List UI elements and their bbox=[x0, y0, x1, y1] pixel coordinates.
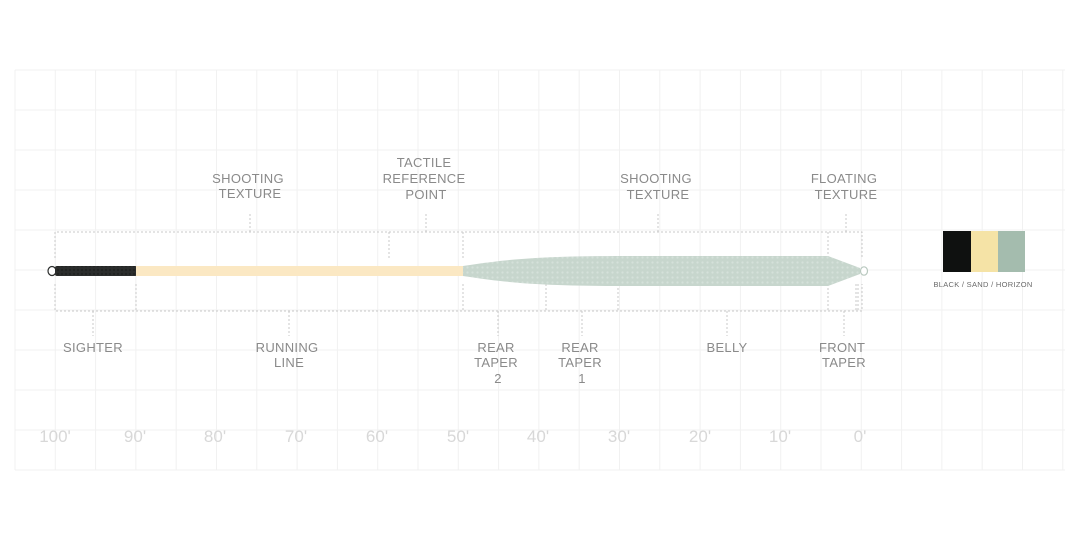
scale-tick-label: 0' bbox=[854, 427, 867, 446]
scale-tick-label: 60' bbox=[366, 427, 388, 446]
swatch-horizon bbox=[998, 231, 1025, 272]
scale-tick-label: 90' bbox=[124, 427, 146, 446]
swatch-label: BLACK / SAND / HORIZON bbox=[933, 280, 1032, 289]
label-floating-texture: FLOATING TEXTURE bbox=[811, 171, 881, 202]
label-running-line: RUNNING LINE bbox=[256, 340, 323, 370]
label-shooting-texture-left: SHOOTING TEXTURE bbox=[212, 171, 288, 201]
rear-loop bbox=[47, 265, 57, 277]
head-texture bbox=[463, 256, 860, 286]
distance-scale: 100' 90' 80' 70' 60' 50' 40' 30' 20' 10'… bbox=[39, 427, 866, 446]
front-loop bbox=[859, 266, 869, 276]
scale-tick-label: 70' bbox=[285, 427, 307, 446]
scale-tick-label: 40' bbox=[527, 427, 549, 446]
upper-bracket bbox=[54, 212, 863, 258]
label-belly: BELLY bbox=[706, 340, 747, 355]
swatch-sand bbox=[971, 231, 998, 272]
scale-tick-label: 100' bbox=[39, 427, 71, 446]
label-tactile-reference-point: TACTILE REFERENCE POINT bbox=[383, 155, 470, 202]
label-rear-taper-2: REAR TAPER 2 bbox=[474, 340, 522, 386]
lower-bracket bbox=[54, 284, 863, 336]
scale-tick-label: 10' bbox=[769, 427, 791, 446]
fly-line bbox=[47, 256, 869, 286]
color-swatch: BLACK / SAND / HORIZON bbox=[933, 231, 1032, 289]
sighter-texture bbox=[55, 266, 137, 276]
label-shooting-texture-right: SHOOTING TEXTURE bbox=[620, 171, 696, 202]
running-line-segment bbox=[136, 266, 466, 276]
scale-tick-label: 80' bbox=[204, 427, 226, 446]
label-rear-taper-1: REAR TAPER 1 bbox=[558, 340, 606, 386]
scale-tick-label: 20' bbox=[689, 427, 711, 446]
label-sighter: SIGHTER bbox=[63, 340, 123, 355]
scale-tick-label: 30' bbox=[608, 427, 630, 446]
scale-tick-label: 50' bbox=[447, 427, 469, 446]
swatch-black bbox=[943, 231, 971, 272]
label-front-taper: FRONT TAPER bbox=[819, 340, 869, 370]
